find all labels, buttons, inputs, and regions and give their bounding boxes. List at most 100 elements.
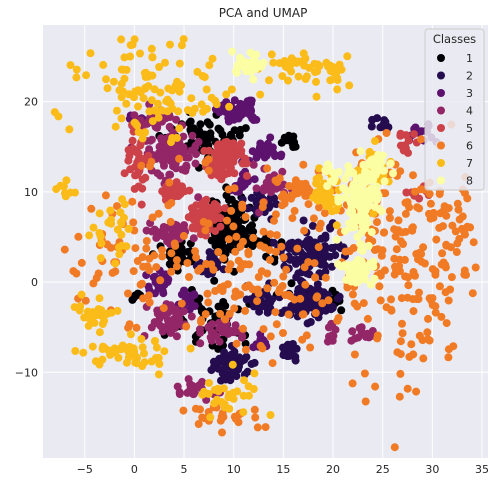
data-point <box>403 384 412 393</box>
data-point <box>212 100 221 109</box>
data-point <box>247 193 256 202</box>
data-point <box>232 327 241 336</box>
data-point <box>138 253 147 262</box>
data-point <box>145 145 154 154</box>
data-point <box>164 84 173 93</box>
data-point <box>222 90 231 99</box>
data-point <box>99 60 108 69</box>
data-point <box>117 219 126 228</box>
data-point <box>229 139 238 148</box>
data-point <box>359 299 368 308</box>
data-point <box>108 268 117 277</box>
data-point <box>139 294 148 303</box>
data-point <box>311 309 320 317</box>
data-point <box>218 101 227 110</box>
data-point <box>444 353 453 362</box>
data-point <box>398 319 406 328</box>
data-point <box>92 274 101 282</box>
data-point <box>435 190 444 199</box>
data-point <box>197 317 205 326</box>
data-point <box>122 242 131 251</box>
legend-label: 2 <box>466 70 473 83</box>
data-point <box>382 129 391 137</box>
data-point <box>224 235 233 244</box>
data-point <box>194 420 203 428</box>
data-point <box>211 168 220 177</box>
data-point <box>103 309 111 318</box>
data-point <box>156 276 165 285</box>
data-point <box>85 231 94 240</box>
data-point <box>213 142 222 150</box>
data-point <box>279 190 288 199</box>
data-point <box>138 175 147 184</box>
tick-labels: −5 0 5 10 15 20 25 30 35 −10 0 10 20 <box>15 96 489 476</box>
data-point <box>165 178 174 187</box>
data-point <box>424 314 432 323</box>
data-point <box>468 289 477 298</box>
data-point <box>129 267 138 276</box>
data-point <box>407 340 416 349</box>
data-point <box>341 193 350 202</box>
data-point <box>66 61 75 70</box>
data-point <box>169 162 177 171</box>
data-point <box>184 213 193 222</box>
data-point <box>369 209 378 218</box>
data-point <box>332 221 341 230</box>
data-point <box>369 155 378 164</box>
data-point <box>224 146 233 155</box>
data-point <box>159 232 167 241</box>
data-point <box>231 321 240 330</box>
data-point <box>439 258 448 267</box>
data-point <box>142 237 151 245</box>
data-point <box>271 210 280 219</box>
data-point <box>165 170 174 179</box>
data-point <box>381 189 390 198</box>
data-point <box>326 76 335 85</box>
data-point <box>160 347 169 356</box>
data-point <box>200 387 208 396</box>
data-point <box>263 164 272 173</box>
data-point <box>162 97 171 106</box>
data-point <box>307 301 316 310</box>
data-point <box>272 320 281 329</box>
data-point <box>175 154 184 163</box>
x-tick-label: 30 <box>425 463 439 476</box>
data-point <box>163 144 171 153</box>
data-point <box>284 291 293 299</box>
data-point <box>385 214 394 222</box>
data-point <box>304 258 313 267</box>
data-point <box>144 282 153 291</box>
data-point <box>462 270 470 279</box>
data-point <box>288 214 297 223</box>
data-point <box>90 318 99 327</box>
data-point <box>97 239 106 248</box>
data-point <box>224 161 233 170</box>
data-point <box>206 413 215 422</box>
data-point <box>368 192 377 201</box>
data-point <box>196 328 205 337</box>
data-point <box>438 249 447 258</box>
data-point <box>391 232 400 241</box>
x-tick-label: 35 <box>475 463 489 476</box>
data-point <box>155 360 164 368</box>
legend-label: 4 <box>466 105 473 118</box>
data-point <box>288 191 297 200</box>
series-6 <box>60 120 480 452</box>
data-point <box>197 100 206 109</box>
data-point <box>414 295 423 304</box>
data-point <box>224 393 233 402</box>
data-point <box>138 184 147 193</box>
data-point <box>323 182 332 190</box>
data-point <box>202 85 211 94</box>
data-point <box>306 318 315 326</box>
data-point <box>191 159 200 168</box>
data-point <box>172 256 181 265</box>
data-point <box>442 240 451 249</box>
data-point <box>461 230 469 239</box>
data-point <box>232 339 241 348</box>
data-point <box>152 233 161 242</box>
data-point <box>253 423 262 432</box>
data-point <box>361 188 370 197</box>
data-point <box>291 356 300 365</box>
